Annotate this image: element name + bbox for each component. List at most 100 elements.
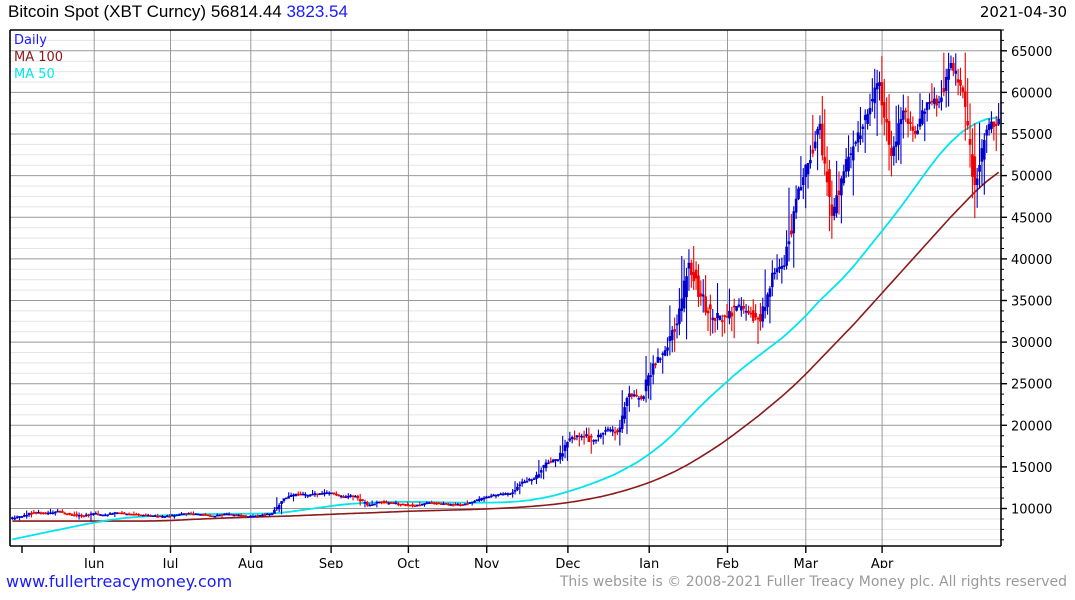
candle-body [34,512,38,514]
candle-body [63,512,67,515]
candle-body [244,515,248,518]
candle-body [868,108,872,115]
candle-body [568,438,572,441]
candle-body [837,190,841,195]
candle-body [182,513,186,515]
candle-body [632,394,636,397]
candle-body [458,504,462,506]
candle-body [423,503,426,505]
candle-body [285,497,288,500]
candle-body [58,510,62,513]
candle-body [611,429,614,432]
candle-body [978,165,981,172]
candle-body [930,100,934,103]
candle-body [163,516,167,518]
candle-body [392,502,395,505]
x-tick-label: Jan [638,557,659,568]
candle-body [554,459,557,461]
candle-body [454,503,457,506]
candle-body [520,481,524,484]
candle-body [990,121,993,129]
candle-body [649,375,653,377]
candle-body [149,515,152,517]
candle-body [670,330,674,341]
candle-body [847,156,850,172]
candle-body [442,503,445,505]
candle-body [668,336,672,342]
candle-body [366,501,369,506]
candle-body [644,379,648,392]
candle-body [778,266,781,269]
candle-body [790,230,793,235]
candle-body [430,502,433,504]
candle-body [809,159,812,164]
candle-body [123,512,126,515]
candle-body [387,502,391,505]
candle-body [949,63,953,68]
last-price: 56814.44 [210,2,282,21]
candle-body [194,513,198,516]
candle-body [437,502,441,505]
candle-body [235,514,238,516]
candle-body [861,126,865,129]
price-change: 3823.54 [286,2,348,21]
candle-body [637,398,641,400]
candle-body [184,513,188,515]
candle-body [92,513,95,515]
candle-body [973,156,977,186]
x-tick-label: Feb [716,557,739,568]
candle-body [844,159,848,172]
candle-body [363,501,367,504]
candle-body [416,504,419,507]
candle-body [215,514,219,517]
candle-body [270,513,274,515]
candle-body [742,306,746,309]
candle-body [151,515,155,518]
website-link[interactable]: www.fullertreacymoney.com [6,572,233,591]
candle-body [11,517,14,519]
candle-body [720,320,724,323]
ma100-series [12,171,1000,522]
candle-body [118,512,121,515]
candle-body [142,514,145,517]
candle-body [685,276,688,298]
candle-body [804,164,807,178]
candle-body [506,493,510,495]
candle-body [56,510,59,513]
candle-body [132,513,136,516]
candle-body [704,296,707,313]
candle-body [759,314,762,322]
candle-body [89,513,93,516]
candle-body [592,440,595,442]
candle-body [975,178,979,186]
candle-body [397,503,400,505]
candle-body [768,288,772,297]
candle-body [401,503,405,506]
candle-body [375,501,379,504]
candle-body [530,479,533,482]
candle-body [925,102,929,111]
candle-body [68,512,71,515]
candle-body [327,492,331,495]
candle-body [828,169,831,197]
candle-body [585,434,588,436]
candle-body [75,513,78,516]
candle-body [566,441,569,448]
candle-body [937,101,941,103]
candle-body [558,452,562,460]
candle-body [468,502,472,504]
candle-body [237,514,240,517]
candle-body [103,514,107,517]
candle-body [439,503,443,505]
candle-body [125,513,129,516]
candle-body [206,514,210,517]
candle-body [725,316,729,318]
candle-body [77,514,81,517]
candle-body [173,515,176,517]
candle-body [961,87,965,92]
candle-body [547,462,550,465]
candle-body [518,484,522,487]
candle-body [840,178,843,196]
candle-body [718,315,722,320]
